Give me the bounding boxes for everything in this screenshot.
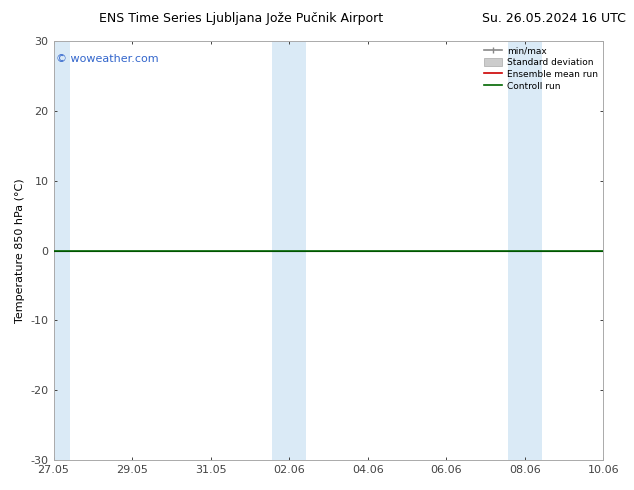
Text: ENS Time Series Ljubljana Jože Pučnik Airport: ENS Time Series Ljubljana Jože Pučnik Ai… [99, 12, 383, 25]
Bar [53, 41, 70, 460]
Text: Su. 26.05.2024 16 UTC: Su. 26.05.2024 16 UTC [482, 12, 626, 25]
Text: © woweather.com: © woweather.com [56, 53, 159, 64]
Bar [508, 41, 541, 460]
Legend: min/max, Standard deviation, Ensemble mean run, Controll run: min/max, Standard deviation, Ensemble me… [481, 43, 602, 94]
Bar [272, 41, 306, 460]
Y-axis label: Temperature 850 hPa (°C): Temperature 850 hPa (°C) [15, 178, 25, 323]
